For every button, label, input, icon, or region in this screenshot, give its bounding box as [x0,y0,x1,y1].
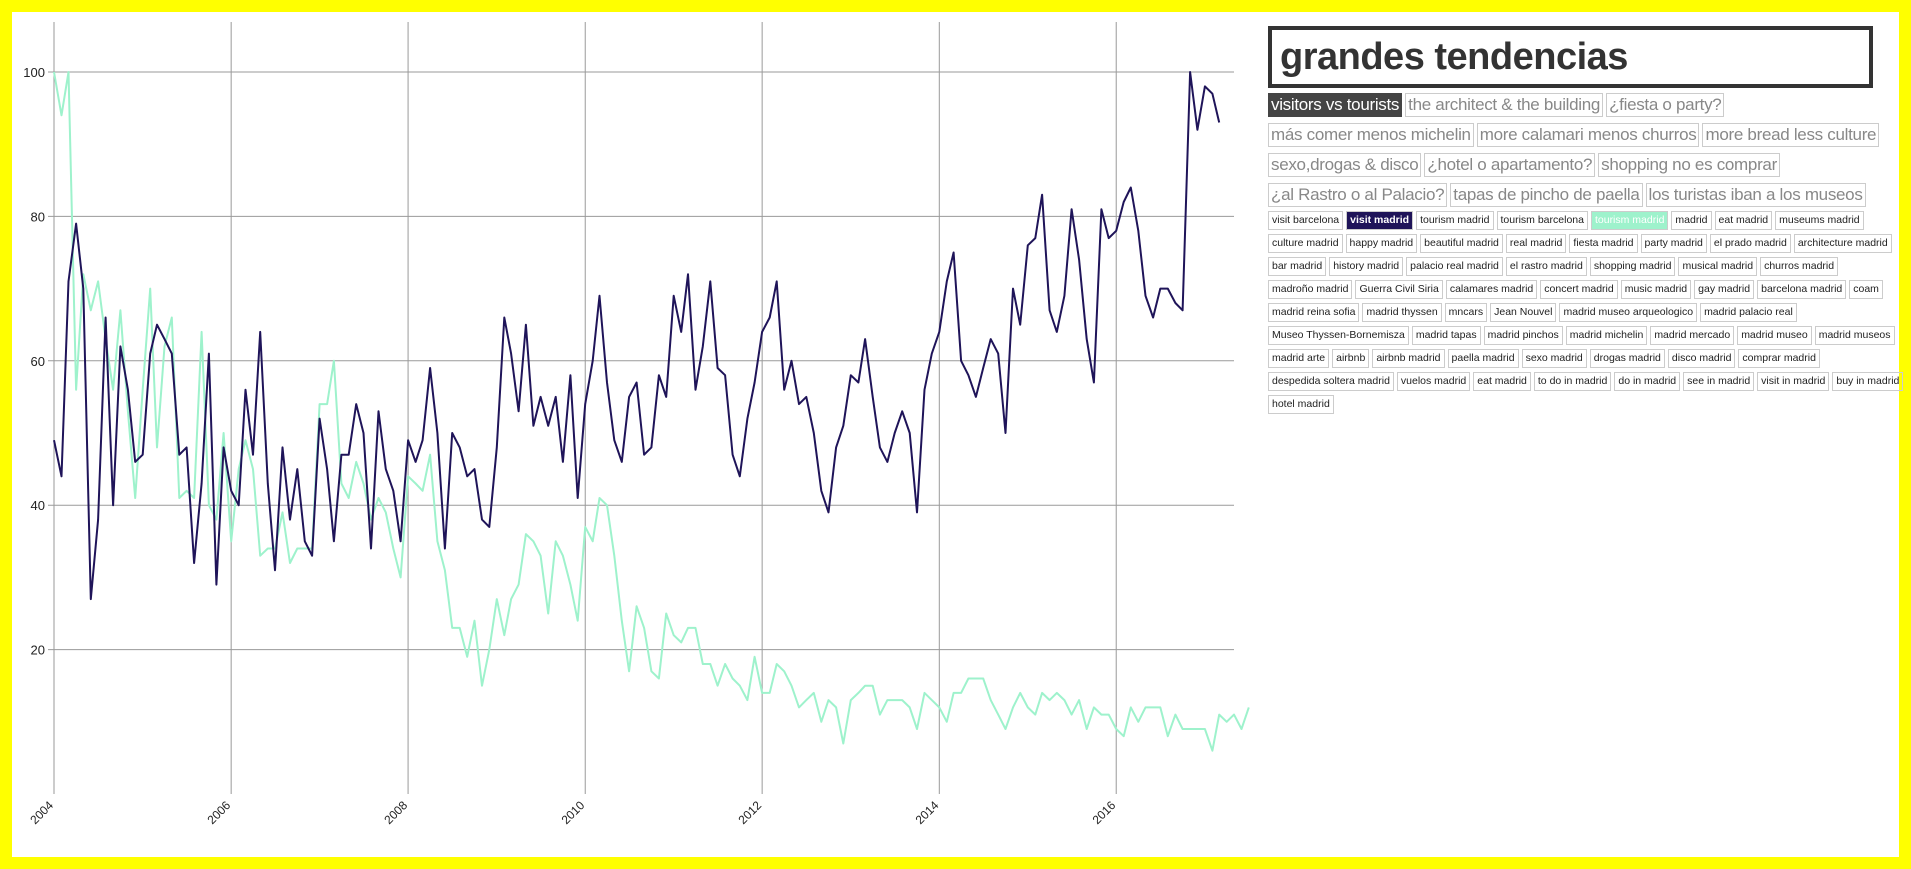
search-term-chip[interactable]: madrid reina sofia [1268,303,1360,322]
search-term-chip[interactable]: shopping madrid [1589,257,1676,276]
topic-tab[interactable]: ¿fiesta o party? [1606,93,1725,117]
search-term-chip[interactable]: tourism madrid [1590,211,1669,230]
search-term-chip[interactable]: hotel madrid [1268,395,1334,414]
topic-tab[interactable]: más comer menos michelin [1268,123,1474,147]
search-term-chip[interactable]: madrid palacio real [1700,303,1797,322]
x-tick-label: 2012 [735,798,764,827]
search-term-chip[interactable]: tourism barcelona [1496,211,1588,230]
chart-series [53,71,1250,752]
search-term-chip[interactable]: madrid michelin [1565,326,1648,345]
search-term-chip[interactable]: gay madrid [1694,280,1755,299]
topic-tab[interactable]: more calamari menos churros [1476,123,1700,147]
x-tick-label: 2016 [1090,798,1119,827]
topic-tab[interactable]: sexo,drogas & disco [1268,153,1422,177]
search-term-chip[interactable]: architecture madrid [1793,234,1892,253]
search-term-chip[interactable]: airbnb madrid [1372,349,1445,368]
search-term-chip[interactable]: see in madrid [1683,372,1755,391]
topic-tab[interactable]: more bread less culture [1702,123,1880,147]
search-term-chip[interactable]: palacio real madrid [1406,257,1503,276]
search-term-chip[interactable]: concert madrid [1540,280,1618,299]
search-term-chip[interactable]: madrid museo [1737,326,1812,345]
search-term-chip[interactable]: comprar madrid [1738,349,1820,368]
x-tick-label: 2014 [913,798,942,827]
y-axis: 20 40 60 80 100 [23,65,45,658]
topic-tab[interactable]: the architect & the building [1405,93,1604,117]
topic-tab[interactable]: los turistas iban a los museos [1645,183,1866,207]
search-term-chip[interactable]: sexo madrid [1521,349,1587,368]
page-title: grandes tendencias [1268,26,1873,88]
search-term-chip[interactable]: Jean Nouvel [1490,303,1557,322]
search-term-chip[interactable]: buy in madrid [1832,372,1904,391]
search-term-chip[interactable]: eat madrid [1473,372,1531,391]
topic-tab[interactable]: tapas de pincho de paella [1450,183,1643,207]
search-term-chip[interactable]: fiesta madrid [1569,234,1638,253]
search-term-chip[interactable]: tourism madrid [1416,211,1494,230]
search-term-chip[interactable]: visit in madrid [1757,372,1830,391]
search-term-chip[interactable]: Guerra Civil Siria [1355,280,1443,299]
search-term-chip[interactable]: Museo Thyssen-Bornemisza [1268,326,1409,345]
search-term-chip[interactable]: musical madrid [1678,257,1758,276]
search-term-chip[interactable]: barcelona madrid [1757,280,1847,299]
series-line-mint [53,71,1250,752]
y-tick-label: 40 [31,498,45,513]
topic-tab[interactable]: ¿al Rastro o al Palacio? [1268,183,1448,207]
search-term-chip[interactable]: el prado madrid [1709,234,1791,253]
y-tick-label: 20 [31,643,45,658]
search-term-chip[interactable]: madrid museo arqueologico [1559,303,1698,322]
search-term-chip[interactable]: coam [1849,280,1883,299]
search-term-chip[interactable]: madrid [1671,211,1712,230]
search-term-chip[interactable]: culture madrid [1268,234,1343,253]
search-term-chip[interactable]: music madrid [1620,280,1692,299]
search-term-chip[interactable]: beautiful madrid [1420,234,1503,253]
search-term-chip[interactable]: visit barcelona [1268,211,1344,230]
x-tick-label: 2004 [27,798,56,827]
search-term-chip[interactable]: calamares madrid [1445,280,1538,299]
trend-line-chart: 20 40 60 80 100 2004 2006 2008 2010 2012 2014 2016 [23,22,1250,827]
search-term-chip[interactable]: museums madrid [1775,211,1864,230]
search-term-chip[interactable]: madroño madrid [1268,280,1353,299]
y-tick-label: 100 [23,65,45,80]
x-axis: 2004 2006 2008 2010 2012 2014 2016 [27,798,1118,827]
search-term-chip[interactable]: madrid thyssen [1362,303,1442,322]
series-line-navy [53,71,1221,601]
y-tick-label: 60 [31,354,45,369]
search-term-chip[interactable]: madrid arte [1268,349,1330,368]
x-tick-label: 2006 [204,798,233,827]
search-term-chip[interactable]: visit madrid [1346,211,1414,230]
search-term-chip[interactable]: eat madrid [1714,211,1773,230]
topic-tab[interactable]: shopping no es comprar [1598,153,1780,177]
search-term-chip[interactable]: drogas madrid [1589,349,1665,368]
search-term-chip[interactable]: madrid mercado [1650,326,1735,345]
search-term-chip[interactable]: madrid museos [1814,326,1895,345]
x-tick-label: 2008 [381,798,410,827]
search-term-chip[interactable]: airbnb [1332,349,1370,368]
chart-grid [48,22,1234,794]
side-panel: grandes tendencias visitors vs tourists t… [1256,26,1904,418]
x-tick-label: 2010 [559,798,588,827]
search-term-chip[interactable]: vuelos madrid [1396,372,1471,391]
topic-tab[interactable]: visitors vs tourists [1268,93,1403,117]
search-term-chip[interactable]: churros madrid [1760,257,1839,276]
search-term-chip[interactable]: to do in madrid [1533,372,1612,391]
search-term-list: visit barcelona visit madrid tourism madri… [1268,211,1908,418]
topic-tab[interactable]: ¿hotel o apartamento? [1424,153,1596,177]
search-term-chip[interactable]: mncars [1444,303,1488,322]
y-tick-label: 80 [31,209,45,224]
search-term-chip[interactable]: do in madrid [1614,372,1681,391]
search-term-chip[interactable]: party madrid [1640,234,1707,253]
search-term-chip[interactable]: el rastro madrid [1505,257,1587,276]
search-term-chip[interactable]: madrid pinchos [1483,326,1563,345]
topic-tabs: visitors vs tourists the architect & the … [1268,93,1908,213]
search-term-chip[interactable]: despedida soltera madrid [1268,372,1394,391]
search-term-chip[interactable]: happy madrid [1345,234,1418,253]
search-term-chip[interactable]: history madrid [1329,257,1404,276]
search-term-chip[interactable]: real madrid [1505,234,1567,253]
search-term-chip[interactable]: paella madrid [1447,349,1519,368]
search-term-chip[interactable]: bar madrid [1268,257,1327,276]
search-term-chip[interactable]: madrid tapas [1411,326,1481,345]
search-term-chip[interactable]: disco madrid [1667,349,1736,368]
